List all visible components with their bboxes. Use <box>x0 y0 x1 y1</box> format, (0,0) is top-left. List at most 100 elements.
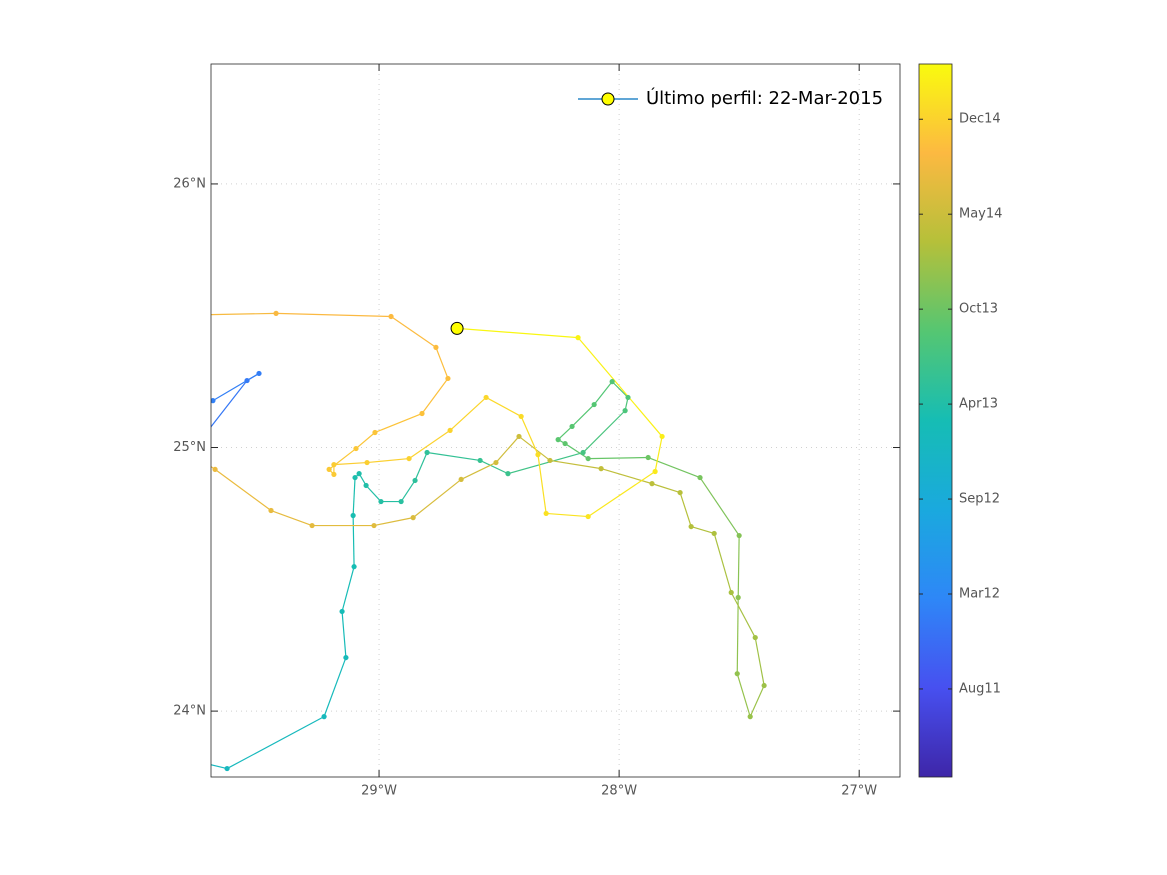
track-segment <box>737 535 740 598</box>
profile-point <box>378 498 384 505</box>
profile-point <box>569 423 575 430</box>
track-segment <box>457 327 579 339</box>
profile-point <box>645 454 651 461</box>
x-tick-label: 27°W <box>841 784 877 799</box>
track-segment <box>414 452 428 481</box>
profile-point <box>625 394 631 401</box>
profile-point <box>212 466 218 472</box>
profile-point <box>547 457 553 464</box>
track-segment <box>352 477 356 516</box>
profile-point <box>677 489 683 496</box>
colorbar-tick-label: Sep12 <box>959 492 1000 507</box>
track-segment <box>754 637 765 686</box>
track-segment <box>651 483 681 494</box>
track-segment <box>211 312 277 316</box>
track-segment <box>600 468 653 485</box>
colorbar-tick-label: Mar12 <box>959 587 1000 602</box>
profile-point <box>447 427 453 433</box>
track-segment <box>485 396 522 417</box>
legend-marker <box>601 92 615 106</box>
y-tick-label: 24°N <box>173 704 206 719</box>
profile-point <box>353 445 359 452</box>
track-segment <box>226 716 325 770</box>
profile-point <box>518 413 524 420</box>
track-segment <box>460 462 497 480</box>
profile-point <box>388 313 394 320</box>
profile-point <box>424 449 430 456</box>
profile-point <box>309 522 315 529</box>
track-segment <box>341 611 347 658</box>
profile-point <box>445 375 451 382</box>
track-segment <box>588 456 649 460</box>
track-segment <box>449 396 487 431</box>
profile-point <box>167 477 172 482</box>
track-segment <box>365 485 382 502</box>
profile-point <box>734 671 740 677</box>
profile-point <box>575 335 581 341</box>
y-tick-label: 26°N <box>173 176 206 191</box>
profile-point <box>735 594 741 601</box>
profile-point <box>688 523 694 530</box>
profile-point <box>747 714 753 720</box>
profile-point <box>273 310 279 316</box>
track-segment <box>352 515 355 567</box>
profile-point <box>350 512 356 519</box>
profile-point <box>268 507 274 514</box>
profile-point <box>483 394 489 401</box>
profile-point <box>543 510 549 517</box>
track-segment <box>212 372 260 402</box>
track-segment <box>557 425 573 441</box>
track-segment <box>435 347 449 379</box>
colorbar-tick-label: Aug11 <box>959 681 1001 696</box>
track-segment <box>520 416 539 455</box>
profile-point <box>331 462 337 468</box>
profile-point <box>736 532 742 539</box>
track-segment <box>412 478 462 519</box>
profile-point <box>652 468 658 475</box>
x-tick-label: 29°W <box>361 784 397 799</box>
track-segment <box>593 381 613 405</box>
track-segment <box>537 454 547 514</box>
axes: 29°W 28°W 27°W 24°N 25°N 26°N <box>173 64 900 799</box>
track-segment <box>679 492 692 527</box>
profile-point <box>477 457 483 464</box>
track-segment <box>479 459 509 475</box>
track-segment <box>426 451 481 462</box>
profile-point <box>321 714 327 720</box>
profile-point <box>371 522 377 529</box>
track-segment <box>736 673 751 717</box>
x-tick-label: 28°W <box>601 784 637 799</box>
profile-point <box>622 408 628 414</box>
track-segment <box>270 509 313 527</box>
track-segment <box>400 480 416 502</box>
track-segment <box>730 592 756 638</box>
track-segment <box>611 381 629 398</box>
track-segment <box>549 459 602 470</box>
track-segment <box>366 457 410 464</box>
profile-point <box>585 513 591 520</box>
track-segment <box>374 412 423 434</box>
profile-point <box>167 437 172 442</box>
profile-point <box>761 682 767 689</box>
profile-point <box>351 564 357 570</box>
profile-point <box>356 471 362 477</box>
colorbar-tick-label: May14 <box>959 207 1002 222</box>
profile-point <box>331 471 337 478</box>
track-segment <box>518 435 551 461</box>
colorbar <box>918 63 953 778</box>
profile-point <box>493 459 499 466</box>
profile-point <box>339 608 345 615</box>
profile-point <box>363 482 369 489</box>
profile-point <box>649 481 655 487</box>
track-segment <box>507 451 584 475</box>
profile-point <box>343 654 349 661</box>
track-segment <box>749 685 765 717</box>
last-profile-marker <box>450 321 464 335</box>
track-segment <box>421 378 449 414</box>
colorbar-tick-label: Apr13 <box>959 397 998 412</box>
track-segment <box>323 657 347 717</box>
profile-point <box>535 452 541 458</box>
profile-point <box>591 401 597 408</box>
colorbar-ticks: Aug11 Mar12 Sep12 Apr13 Oct13 May14 Dec14 <box>919 112 1002 696</box>
